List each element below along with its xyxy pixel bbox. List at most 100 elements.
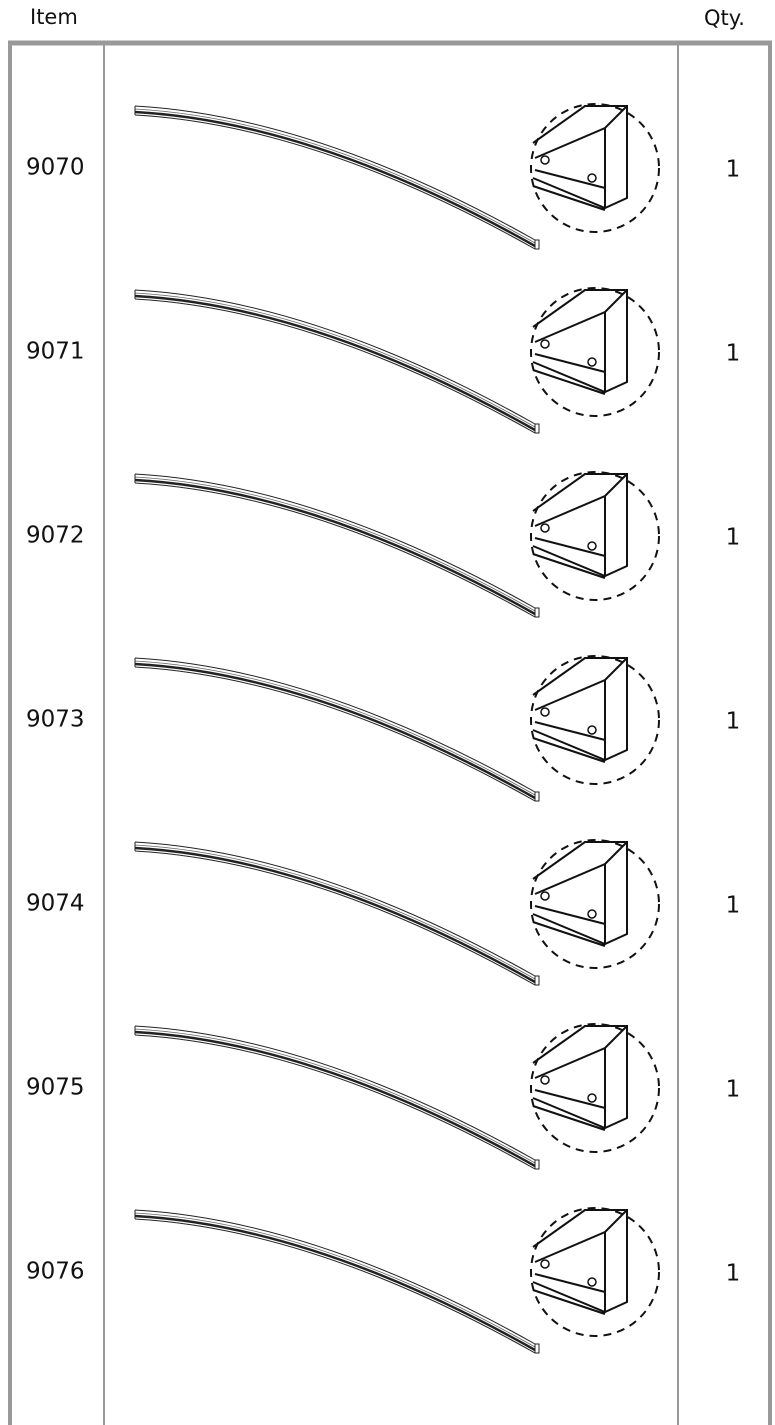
row: 9074 1 xyxy=(26,839,741,986)
hole xyxy=(587,909,597,919)
profile-detail xyxy=(530,1023,660,1153)
profile xyxy=(532,657,628,763)
item-number: 9072 xyxy=(26,523,85,549)
rail-drawing xyxy=(134,1209,540,1354)
row: 9071 1 xyxy=(26,287,741,434)
profile-detail xyxy=(530,1207,660,1337)
quantity: 1 xyxy=(726,157,741,183)
rail-edge xyxy=(134,476,536,612)
hole xyxy=(587,725,597,735)
rail-edge xyxy=(134,289,536,425)
rail-drawing xyxy=(134,1025,540,1170)
profile xyxy=(532,1025,628,1131)
hole xyxy=(587,357,597,367)
rail-edge xyxy=(134,841,536,977)
rail-edge xyxy=(134,110,536,248)
rail-edge xyxy=(134,473,536,609)
rail-edge xyxy=(134,114,536,250)
detail-circle xyxy=(530,655,660,785)
detail-circle xyxy=(530,471,660,601)
quantity: 1 xyxy=(726,341,741,367)
quantity: 1 xyxy=(726,709,741,735)
rail-edge xyxy=(134,846,536,984)
row: 9072 1 xyxy=(26,471,741,618)
item-number: 9073 xyxy=(26,707,85,733)
rail-edge xyxy=(134,1034,536,1170)
rail-edge xyxy=(134,298,536,434)
quantity: 1 xyxy=(726,1077,741,1103)
hole xyxy=(540,339,550,349)
profile xyxy=(532,841,628,947)
table-frame xyxy=(8,40,772,1425)
rail-edge xyxy=(134,662,536,800)
rail-edge xyxy=(134,1218,536,1354)
rail-drawing xyxy=(134,105,540,250)
hole xyxy=(587,1093,597,1103)
rail-end xyxy=(134,658,540,802)
rail-edge xyxy=(134,660,536,796)
row: 9076 1 xyxy=(26,1207,741,1354)
rail-end xyxy=(134,1026,540,1170)
profile-detail xyxy=(530,287,660,417)
hole xyxy=(540,707,550,717)
profile-detail xyxy=(530,471,660,601)
hole xyxy=(540,523,550,533)
hole xyxy=(587,173,597,183)
qty-header: Qty. xyxy=(704,6,745,30)
rail-end xyxy=(134,106,540,250)
detail-circle xyxy=(530,287,660,417)
profile xyxy=(532,473,628,579)
rail-drawing xyxy=(134,841,540,986)
hole xyxy=(540,1259,550,1269)
hole xyxy=(540,1075,550,1085)
rail-edge xyxy=(134,657,536,793)
detail-circle xyxy=(530,1207,660,1337)
profile xyxy=(532,105,628,211)
hole xyxy=(587,1277,597,1287)
profile-detail xyxy=(530,655,660,785)
rail-edge xyxy=(134,292,536,428)
row: 9075 1 xyxy=(26,1023,741,1170)
rail-edge xyxy=(134,105,536,241)
rail-edge xyxy=(134,666,536,802)
hole xyxy=(540,891,550,901)
profile-detail xyxy=(530,103,660,233)
quantity: 1 xyxy=(726,1261,741,1287)
item-number: 9071 xyxy=(26,339,85,365)
rail-edge xyxy=(134,1212,536,1348)
rail-edge xyxy=(134,1030,536,1168)
row: 9070 1 xyxy=(26,103,741,250)
profile-detail xyxy=(530,839,660,969)
quantity: 1 xyxy=(726,525,741,551)
rail-end xyxy=(134,474,540,618)
rail-edge xyxy=(134,844,536,980)
rail-edge xyxy=(134,1025,536,1161)
item-header: Item xyxy=(30,5,78,29)
rail-drawing xyxy=(134,657,540,802)
rows: 9070 1 9071 1 9072 1 9073 1 9074 1 9075 1 9076 1 xyxy=(26,103,741,1354)
rail-end xyxy=(134,1210,540,1354)
detail-circle xyxy=(530,839,660,969)
hole xyxy=(587,541,597,551)
detail-circle xyxy=(530,103,660,233)
profile xyxy=(532,289,628,395)
item-number: 9070 xyxy=(26,155,85,181)
rail-drawing xyxy=(134,473,540,618)
hole xyxy=(540,155,550,165)
quantity: 1 xyxy=(726,893,741,919)
row: 9073 1 xyxy=(26,655,741,802)
rail-end xyxy=(134,842,540,986)
item-number: 9074 xyxy=(26,891,85,917)
rail-edge xyxy=(134,108,536,244)
item-number: 9075 xyxy=(26,1075,85,1101)
rail-end xyxy=(134,290,540,434)
profile xyxy=(532,1209,628,1315)
rail-edge xyxy=(134,850,536,986)
rail-edge xyxy=(134,1214,536,1352)
rail-edge xyxy=(134,478,536,616)
item-number: 9076 xyxy=(26,1259,85,1285)
rail-edge xyxy=(134,1028,536,1164)
rail-edge xyxy=(134,1209,536,1345)
detail-circle xyxy=(530,1023,660,1153)
